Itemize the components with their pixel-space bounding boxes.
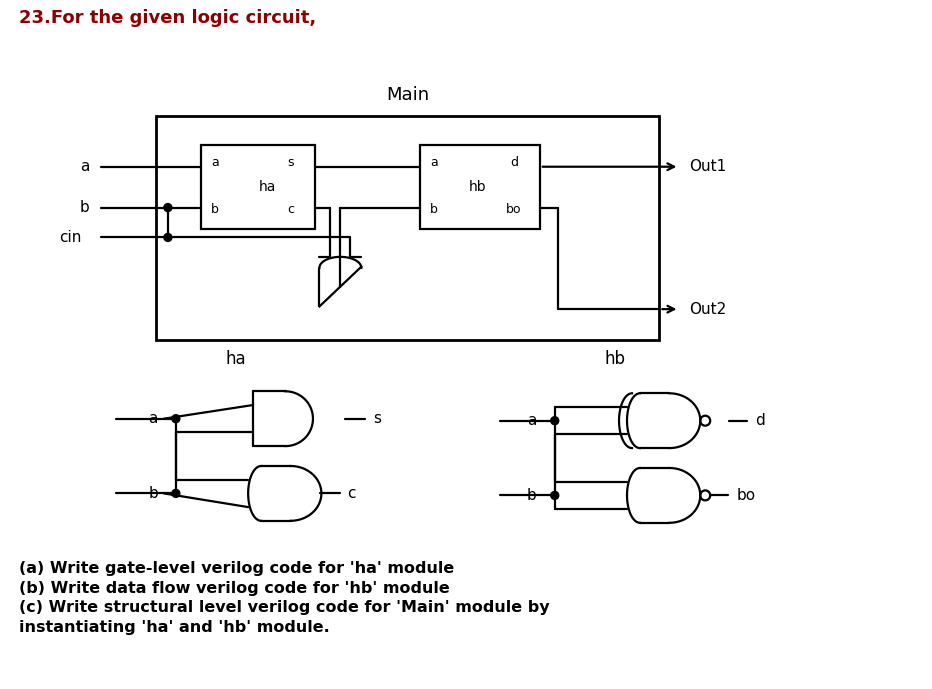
Circle shape <box>164 234 171 241</box>
Text: d: d <box>510 156 518 169</box>
Text: Out1: Out1 <box>690 159 727 174</box>
Text: (a) Write gate-level verilog code for 'ha' module: (a) Write gate-level verilog code for 'h… <box>20 561 455 575</box>
Text: (b) Write data flow verilog code for 'hb' module: (b) Write data flow verilog code for 'hb… <box>20 581 450 595</box>
Text: hb: hb <box>469 180 487 194</box>
Text: c: c <box>348 486 356 501</box>
Circle shape <box>171 489 180 497</box>
Text: s: s <box>288 156 294 169</box>
Text: s: s <box>374 411 381 426</box>
Text: 23.For the given logic circuit,: 23.For the given logic circuit, <box>20 10 317 28</box>
Text: cin: cin <box>59 230 81 245</box>
Text: d: d <box>755 413 765 428</box>
Text: a: a <box>80 159 89 174</box>
Bar <box>420 145 540 229</box>
Circle shape <box>551 491 558 500</box>
Text: hb: hb <box>604 350 625 368</box>
Text: b: b <box>430 203 438 216</box>
Circle shape <box>171 415 180 422</box>
Text: a: a <box>148 411 158 426</box>
Circle shape <box>551 417 558 424</box>
Text: Main: Main <box>386 86 430 104</box>
Text: c: c <box>288 203 295 216</box>
Text: bo: bo <box>736 488 755 503</box>
Text: a: a <box>430 156 438 169</box>
Text: b: b <box>79 200 89 215</box>
Bar <box>200 145 315 229</box>
Text: Out2: Out2 <box>690 302 727 317</box>
Text: b: b <box>211 203 219 216</box>
Text: ha: ha <box>226 350 246 368</box>
Bar <box>156 116 660 340</box>
Text: a: a <box>211 156 218 169</box>
Text: b: b <box>148 486 158 501</box>
Text: a: a <box>528 413 537 428</box>
Text: instantiating 'ha' and 'hb' module.: instantiating 'ha' and 'hb' module. <box>20 620 330 635</box>
Circle shape <box>164 203 171 212</box>
Text: b: b <box>527 488 537 503</box>
Text: ha: ha <box>258 180 276 194</box>
Text: bo: bo <box>506 203 521 216</box>
Text: (c) Write structural level verilog code for 'Main' module by: (c) Write structural level verilog code … <box>20 600 550 615</box>
